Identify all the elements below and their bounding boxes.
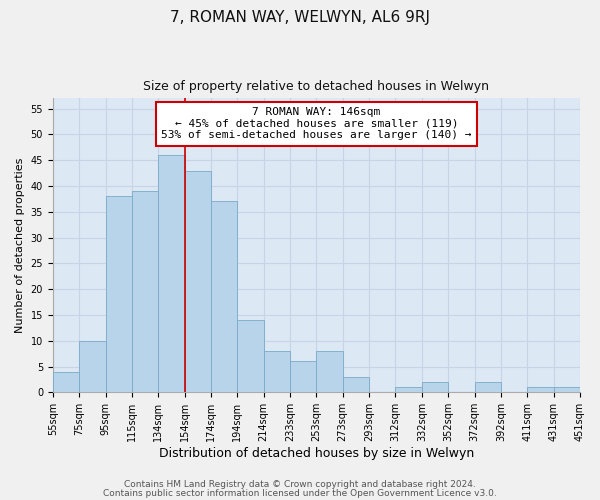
Y-axis label: Number of detached properties: Number of detached properties	[15, 158, 25, 333]
Bar	[343, 377, 369, 392]
Bar	[422, 382, 448, 392]
Title: Size of property relative to detached houses in Welwyn: Size of property relative to detached ho…	[143, 80, 490, 93]
Bar	[132, 191, 158, 392]
Bar	[316, 351, 343, 393]
Text: Contains HM Land Registry data © Crown copyright and database right 2024.: Contains HM Land Registry data © Crown c…	[124, 480, 476, 489]
Bar	[527, 387, 554, 392]
Text: 7, ROMAN WAY, WELWYN, AL6 9RJ: 7, ROMAN WAY, WELWYN, AL6 9RJ	[170, 10, 430, 25]
Bar	[290, 362, 316, 392]
Bar	[395, 387, 422, 392]
Bar	[211, 202, 238, 392]
Bar	[185, 170, 211, 392]
Bar	[158, 155, 185, 392]
Text: Contains public sector information licensed under the Open Government Licence v3: Contains public sector information licen…	[103, 489, 497, 498]
Bar	[106, 196, 132, 392]
Bar	[263, 351, 290, 393]
Bar	[79, 341, 106, 392]
Bar	[554, 387, 580, 392]
Bar	[475, 382, 501, 392]
Bar	[238, 320, 263, 392]
Text: 7 ROMAN WAY: 146sqm
← 45% of detached houses are smaller (119)
53% of semi-detac: 7 ROMAN WAY: 146sqm ← 45% of detached ho…	[161, 107, 472, 140]
X-axis label: Distribution of detached houses by size in Welwyn: Distribution of detached houses by size …	[159, 447, 474, 460]
Bar	[53, 372, 79, 392]
